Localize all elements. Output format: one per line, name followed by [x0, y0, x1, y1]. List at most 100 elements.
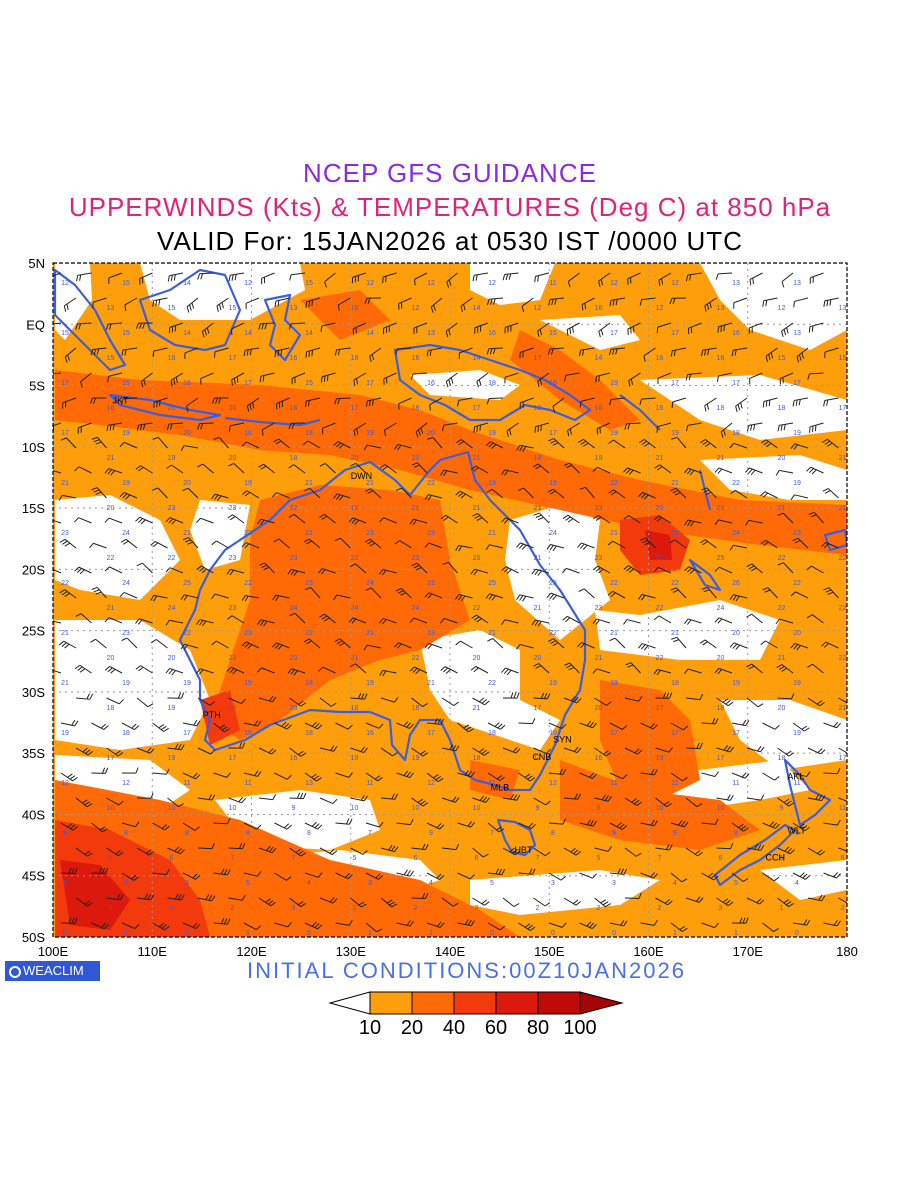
wind-barb — [319, 797, 338, 805]
wind-barb — [777, 693, 795, 700]
wind-barb — [91, 436, 107, 449]
wind-barb — [167, 272, 184, 282]
temp-value: 26 — [732, 580, 740, 587]
wind-barb — [485, 544, 504, 551]
wind-barb — [640, 872, 658, 879]
wind-barb — [625, 662, 641, 674]
wind-barb — [441, 844, 460, 851]
wind-barb — [531, 619, 550, 627]
wind-barb — [577, 641, 595, 649]
temp-value: 17 — [671, 730, 679, 737]
wind-barb — [424, 542, 443, 549]
wind-barb — [104, 517, 123, 524]
wind-barb — [790, 443, 809, 450]
temp-value: 25 — [488, 580, 496, 587]
temp-value: 20 — [656, 505, 664, 512]
wind-barb — [167, 846, 185, 855]
wind-barb — [762, 587, 778, 599]
wind-barb — [685, 694, 704, 701]
wind-barb — [211, 540, 229, 549]
wind-barb — [104, 566, 123, 574]
temp-value: 19 — [610, 430, 618, 437]
wind-barb — [335, 772, 353, 778]
lat-label: 10S — [22, 440, 45, 455]
coast-solomons — [619, 394, 661, 431]
wind-barb — [747, 422, 763, 432]
wind-barb — [518, 717, 536, 725]
temp-value: 19 — [671, 430, 679, 437]
temp-value: 21 — [839, 455, 847, 462]
wind-barb — [792, 919, 811, 926]
wind-barb — [304, 487, 321, 499]
temp-value: 3 — [551, 880, 555, 887]
wind-barb — [714, 617, 733, 624]
wind-barb — [75, 847, 93, 857]
wind-barb — [440, 617, 458, 624]
wind-barb — [304, 397, 321, 408]
temp-value: 15 — [778, 355, 786, 362]
wind-barb — [749, 272, 763, 286]
temp-value: 10 — [717, 805, 725, 812]
wind-barb — [365, 821, 384, 828]
wind-barb — [775, 618, 794, 625]
temp-value: 15 — [839, 355, 847, 362]
wind-barb — [153, 397, 168, 409]
wind-barb — [684, 618, 702, 625]
wind-barb — [762, 297, 778, 307]
wind-barb — [762, 772, 780, 781]
temp-value: 17 — [656, 705, 664, 712]
temp-value: 8 — [734, 830, 738, 837]
temp-value: 23 — [229, 655, 237, 662]
wind-barb — [53, 322, 62, 325]
wind-barb — [501, 667, 519, 676]
wind-barb — [186, 297, 199, 313]
wind-barb — [415, 422, 428, 438]
coast-new-guinea — [393, 343, 592, 422]
wind-barb — [350, 693, 368, 700]
temp-value: 23 — [412, 555, 420, 562]
wind-barb — [731, 772, 750, 779]
wind-barb — [501, 517, 519, 524]
coast-australia — [178, 450, 587, 792]
temp-value: 19 — [122, 480, 130, 487]
wind-barb — [91, 922, 109, 930]
wind-barb — [91, 822, 108, 833]
temp-value: 17 — [351, 405, 359, 412]
wind-barb — [186, 397, 199, 412]
wind-barb — [714, 566, 733, 574]
wind-barb — [409, 666, 428, 675]
wind-barb — [533, 797, 551, 806]
wind-barb — [608, 347, 626, 356]
wind-barb — [643, 347, 656, 362]
temp-value: 16 — [549, 380, 557, 387]
temp-value: 23 — [427, 630, 435, 637]
wind-barb — [276, 397, 290, 410]
wind-barb — [655, 897, 673, 906]
legend-label: 100 — [563, 1017, 596, 1039]
temp-value: 14 — [366, 330, 374, 337]
wind-barb — [441, 422, 458, 432]
temp-value: 21 — [305, 530, 313, 537]
wind-barb — [62, 397, 77, 409]
wind-barb — [838, 697, 847, 704]
temp-value: 16 — [412, 355, 420, 362]
temp-value: 4 — [795, 880, 799, 887]
wind-barb — [624, 847, 642, 857]
wind-barb — [519, 347, 534, 359]
temp-value: 11 — [610, 780, 617, 787]
wind-barb — [521, 297, 534, 313]
wind-barb — [595, 372, 611, 383]
wind-barb — [380, 897, 398, 908]
wind-barb — [334, 537, 351, 549]
temp-value: 20 — [229, 455, 237, 462]
wind-barb — [135, 322, 153, 329]
wind-barb — [335, 818, 353, 825]
wind-barb — [180, 594, 199, 601]
wind-barb — [609, 637, 626, 649]
wind-barb — [533, 692, 551, 700]
wind-barb — [136, 747, 155, 754]
wind-barb — [182, 772, 201, 780]
wind-barb — [701, 487, 717, 499]
wind-barb — [533, 847, 551, 857]
lon-label: 140E — [435, 944, 466, 959]
